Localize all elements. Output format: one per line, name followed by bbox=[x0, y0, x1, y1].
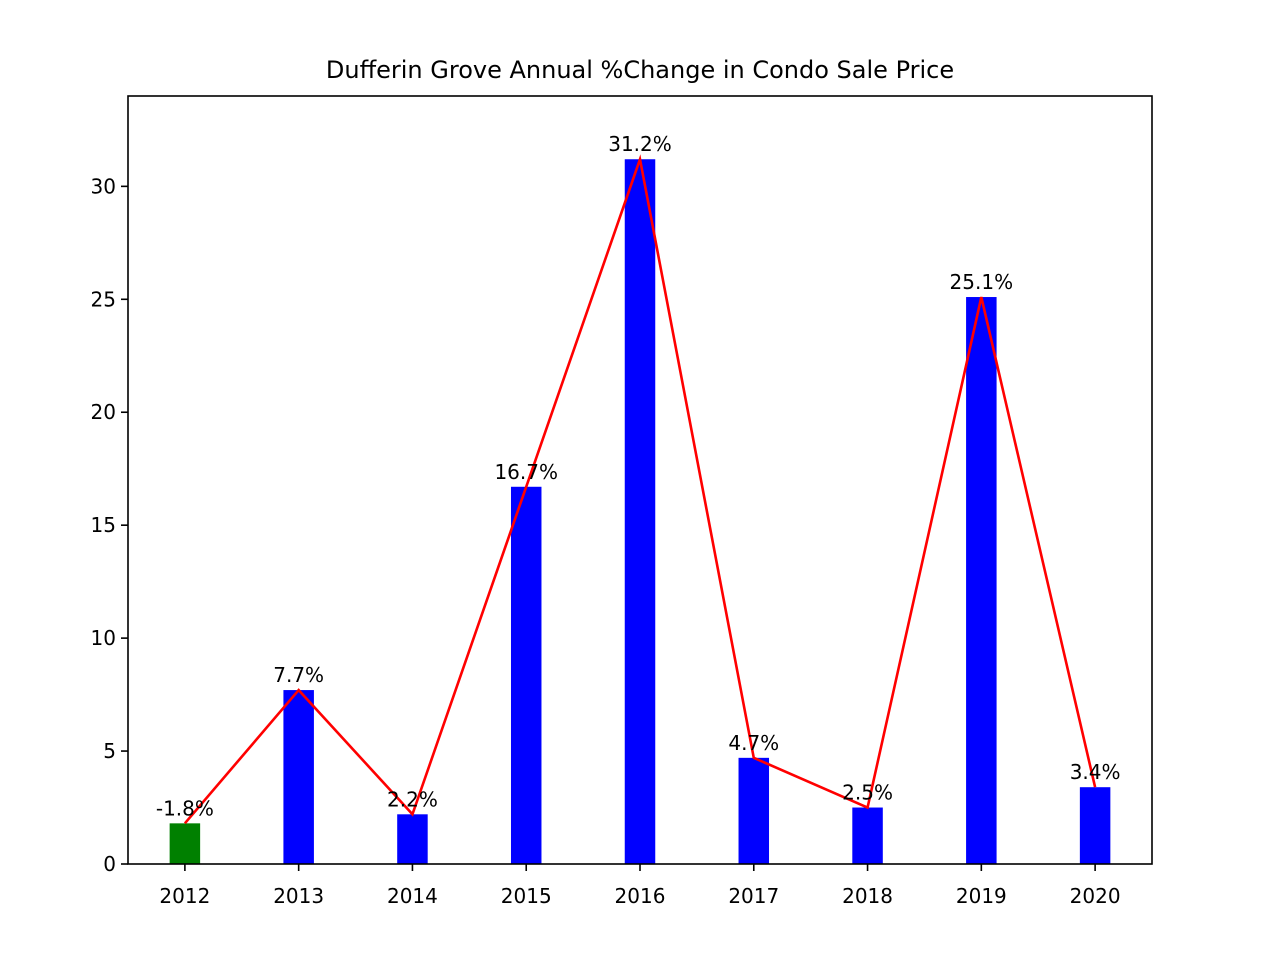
x-tick-label: 2016 bbox=[615, 884, 666, 908]
data-label-2019: 25.1% bbox=[950, 270, 1014, 294]
data-label-2018: 2.5% bbox=[842, 781, 893, 805]
x-tick-label: 2014 bbox=[387, 884, 438, 908]
bar-2019 bbox=[966, 297, 997, 865]
data-label-2017: 4.7% bbox=[728, 731, 779, 755]
y-tick-label: 5 bbox=[103, 739, 116, 763]
data-label-2015: 16.7% bbox=[494, 460, 558, 484]
bar-2012 bbox=[169, 823, 201, 864]
x-tick-label: 2018 bbox=[842, 884, 893, 908]
x-tick-label: 2020 bbox=[1070, 884, 1121, 908]
x-tick-label: 2013 bbox=[273, 884, 324, 908]
y-tick-label: 15 bbox=[91, 513, 116, 537]
chart-title: Dufferin Grove Annual %Change in Condo S… bbox=[326, 56, 954, 84]
x-tick-label: 2017 bbox=[728, 884, 779, 908]
bar-2017 bbox=[738, 757, 770, 864]
y-tick-label: 0 bbox=[103, 852, 116, 876]
y-tick-label: 30 bbox=[91, 174, 116, 198]
bar-2016 bbox=[624, 159, 656, 864]
bar-2014 bbox=[397, 814, 428, 864]
y-tick-label: 10 bbox=[91, 626, 116, 650]
x-tick-label: 2015 bbox=[501, 884, 552, 908]
data-label-2014: 2.2% bbox=[387, 787, 438, 811]
data-label-2012: -1.8% bbox=[156, 796, 214, 820]
data-label-2013: 7.7% bbox=[273, 663, 324, 687]
y-tick-label: 25 bbox=[91, 287, 116, 311]
data-label-2020: 3.4% bbox=[1070, 760, 1121, 784]
x-tick-label: 2012 bbox=[159, 884, 210, 908]
data-label-2016: 31.2% bbox=[608, 132, 672, 156]
trend-line bbox=[183, 154, 1097, 825]
bar-2020 bbox=[1079, 787, 1111, 864]
bar-2013 bbox=[283, 690, 314, 864]
bar-2015 bbox=[510, 486, 542, 864]
plot-area: -1.8% 7.7% 2.2% 16.7% 31.2% 4.7% 2.5% 25.1% 3.4%… bbox=[91, 95, 1153, 908]
bar-2018 bbox=[852, 807, 883, 864]
y-tick-label: 20 bbox=[91, 400, 116, 424]
x-tick-label: 2019 bbox=[956, 884, 1007, 908]
